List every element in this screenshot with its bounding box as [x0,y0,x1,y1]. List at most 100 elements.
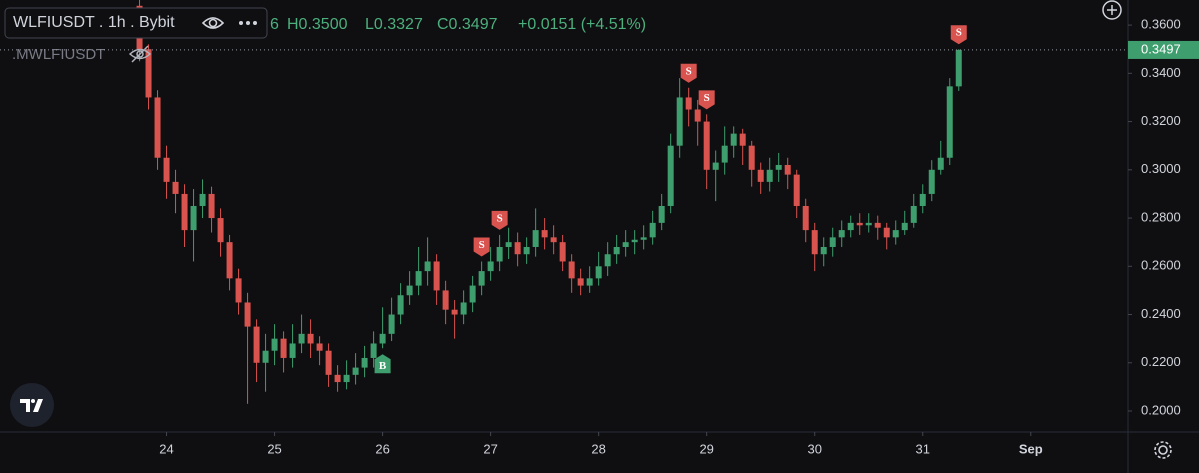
x-tick-label: 31 [916,441,930,456]
candle-body [208,193,215,219]
candle-body [379,333,386,344]
last-price-tag [1128,40,1199,59]
candle-body [244,302,251,327]
candle-body [640,237,647,240]
y-tick-label: 0.2400 [1141,306,1181,321]
add-button[interactable] [1102,0,1122,20]
candle-body [676,97,683,146]
y-tick-label: 0.3200 [1141,113,1181,128]
signal-label: S [497,212,503,224]
legend-box[interactable] [4,7,268,39]
candle-body [649,222,656,238]
candle-body [424,261,431,272]
candle-body [955,49,962,87]
candle-body [253,326,260,363]
candle-body [262,350,269,363]
x-tick-label: 30 [807,441,821,456]
candle-body [658,205,665,223]
candle-body [307,333,314,344]
candle-body [883,227,890,238]
y-tick-label: 0.2000 [1141,402,1181,417]
candle-body [181,193,188,231]
candle-body [595,266,602,279]
last-price-label: 0.3497 [1141,41,1181,56]
candle-body [721,145,728,163]
tradingview-logo[interactable] [10,383,54,427]
x-tick-label: 26 [375,441,389,456]
candle-body [361,357,368,368]
more-icon[interactable] [239,21,257,25]
signal-badge [491,210,508,230]
candle-body [172,181,179,194]
candle-body [388,314,395,334]
candle-body [460,302,467,315]
candle-body [406,285,413,296]
signal-badge [374,354,391,374]
signal-label: S [956,27,962,39]
x-tick-label: 27 [483,441,497,456]
candle-body [793,174,800,206]
candle-body [712,162,719,170]
eye-icon[interactable] [201,17,225,29]
signal-badge [680,63,697,83]
candle-body [892,230,899,238]
candle-body [370,343,377,358]
candle-body [217,218,224,243]
candle-body [226,242,233,279]
candle-body [199,193,206,206]
signal-marker: S [698,90,715,110]
signal-marker: S [491,210,508,230]
candle-body [937,157,944,170]
candle-body [847,222,854,231]
signal-marker: B [374,354,391,374]
candle-body [289,343,296,358]
candle-body [352,367,359,375]
candle-body [163,157,170,182]
candle-body [415,271,422,286]
candle-body [784,164,791,175]
hidden-eye-icon[interactable] [128,45,152,63]
candle-body [928,169,935,194]
candle-body [775,164,782,170]
signal-label: S [704,92,710,104]
settings-icon[interactable] [1154,441,1172,459]
signal-badge [950,25,967,45]
candle-body [757,169,764,182]
candle-body [478,271,485,286]
candle-body [523,246,530,255]
candle-body [748,145,755,170]
indicator-name: .MWLFIUSDT [12,46,105,63]
candle-body [613,246,620,255]
candle-body [694,109,701,122]
candle-body [631,239,638,243]
signal-label: S [479,239,485,251]
candle-body [145,49,152,98]
y-tick-label: 0.2600 [1141,258,1181,273]
y-tick-label: 0.2200 [1141,354,1181,369]
signal-marker: S [473,237,490,257]
candle-body [154,97,161,158]
candle-body [316,343,323,351]
candle-body [451,309,458,315]
candle-body [568,261,575,279]
candle-body [487,261,494,272]
candle-body [946,86,953,158]
candle-body [541,230,548,238]
signal-label: B [379,360,387,372]
candle-body [442,290,449,310]
candle-body [577,278,584,286]
candle-body [325,350,332,375]
candle-body [433,261,440,291]
plot-area: B S S S S S [136,0,967,404]
candle-body [910,205,917,223]
ohlc-close: C0.3497 [437,16,498,33]
candle-body [829,237,836,247]
candle-body [820,246,827,255]
signal-marker: S [950,25,967,45]
candle-body [496,246,503,262]
candle-body [667,145,674,206]
candle-body [271,338,278,351]
x-tick-label: Sep [1019,441,1043,456]
